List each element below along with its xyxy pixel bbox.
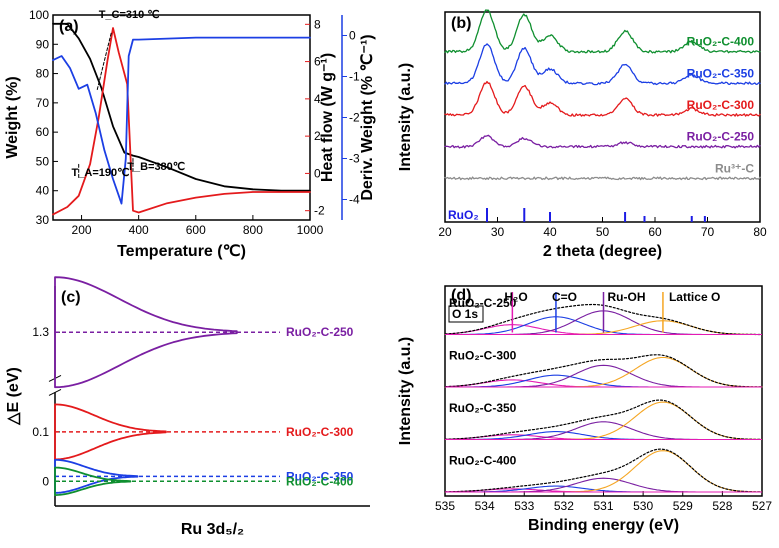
svg-text:Intensity (a.u.): Intensity (a.u.) bbox=[397, 63, 414, 171]
svg-text:Deriv. Weight (% ℃⁻¹): Deriv. Weight (% ℃⁻¹) bbox=[359, 34, 376, 200]
svg-text:80: 80 bbox=[753, 225, 767, 239]
svg-text:T_C=310 ℃: T_C=310 ℃ bbox=[99, 9, 160, 21]
svg-text:0: 0 bbox=[349, 29, 356, 43]
svg-text:70: 70 bbox=[36, 96, 50, 110]
panel-b-xrd: 20 30 40 50 60 70 80 RuO₂ RuO₂-C-400 RuO₂-C-350 Ru… bbox=[390, 0, 779, 274]
svg-text:534: 534 bbox=[474, 499, 494, 513]
svg-text:800: 800 bbox=[243, 223, 263, 237]
svg-text:Intensity (a.u.): Intensity (a.u.) bbox=[397, 337, 414, 445]
svg-text:(b): (b) bbox=[451, 15, 471, 32]
svg-text:RuO₂-C-300: RuO₂-C-300 bbox=[286, 425, 354, 439]
svg-text:Binding energy (eV): Binding energy (eV) bbox=[527, 517, 678, 534]
svg-text:RuO₂-C-350: RuO₂-C-350 bbox=[449, 401, 517, 415]
svg-text:Ru-OH: Ru-OH bbox=[607, 290, 645, 304]
svg-text:RuO₂-C-250: RuO₂-C-250 bbox=[686, 130, 754, 144]
svg-text:RuO₂-C-350: RuO₂-C-350 bbox=[686, 66, 754, 80]
svg-text:RuO₂-C-400: RuO₂-C-400 bbox=[286, 474, 354, 488]
svg-text:100: 100 bbox=[29, 8, 49, 22]
svg-text:50: 50 bbox=[595, 225, 609, 239]
svg-text:90: 90 bbox=[36, 37, 50, 51]
svg-text:0.1: 0.1 bbox=[32, 425, 49, 439]
svg-text:1.3: 1.3 bbox=[32, 325, 49, 339]
svg-text:535: 535 bbox=[434, 499, 454, 513]
svg-text:△E (eV): △E (eV) bbox=[5, 367, 22, 426]
svg-text:RuO₂-C-300: RuO₂-C-300 bbox=[686, 98, 754, 112]
svg-text:70: 70 bbox=[700, 225, 714, 239]
panel-a-tga: 200400600800100030405060708090100-202468… bbox=[0, 0, 390, 274]
svg-text:RuO₂-C-300: RuO₂-C-300 bbox=[449, 349, 517, 363]
svg-text:50: 50 bbox=[36, 154, 50, 168]
svg-text:(d): (d) bbox=[451, 287, 471, 304]
svg-text:(a): (a) bbox=[59, 18, 79, 35]
svg-text:RuO₂-C-400: RuO₂-C-400 bbox=[686, 35, 754, 49]
svg-text:80: 80 bbox=[36, 67, 50, 81]
svg-text:Lattice O: Lattice O bbox=[668, 290, 719, 304]
svg-text:Ru³⁺-C: Ru³⁺-C bbox=[715, 161, 754, 175]
svg-text:Temperature (℃): Temperature (℃) bbox=[117, 243, 246, 260]
svg-text:8: 8 bbox=[314, 17, 321, 31]
svg-text:(c): (c) bbox=[61, 289, 81, 306]
svg-text:40: 40 bbox=[543, 225, 557, 239]
svg-text:0: 0 bbox=[42, 474, 49, 488]
svg-text:-2: -2 bbox=[314, 204, 325, 218]
svg-text:T_B=380℃: T_B=380℃ bbox=[127, 161, 185, 173]
svg-text:RuO₂-C-250: RuO₂-C-250 bbox=[286, 325, 354, 339]
svg-text:531: 531 bbox=[593, 499, 613, 513]
svg-text:1000: 1000 bbox=[297, 223, 324, 237]
svg-text:C=O: C=O bbox=[551, 290, 576, 304]
svg-text:40: 40 bbox=[36, 184, 50, 198]
svg-text:O 1s: O 1s bbox=[452, 307, 478, 321]
svg-text:60: 60 bbox=[36, 125, 50, 139]
svg-text:Weight (%): Weight (%) bbox=[4, 76, 21, 158]
svg-text:532: 532 bbox=[553, 499, 573, 513]
svg-text:528: 528 bbox=[712, 499, 732, 513]
svg-text:H₂O: H₂O bbox=[504, 290, 527, 304]
svg-text:T_A=190℃: T_A=190℃ bbox=[72, 167, 130, 179]
svg-text:200: 200 bbox=[72, 223, 92, 237]
panel-c-delta-e: 1.30.10RuO₂-C-250RuO₂-C-300RuO₂-C-350RuO… bbox=[0, 274, 390, 548]
svg-text:529: 529 bbox=[672, 499, 692, 513]
svg-text:RuO₂: RuO₂ bbox=[448, 208, 479, 222]
svg-text:2 theta (degree): 2 theta (degree) bbox=[542, 243, 661, 260]
svg-text:400: 400 bbox=[129, 223, 149, 237]
svg-text:530: 530 bbox=[633, 499, 653, 513]
svg-text:30: 30 bbox=[36, 213, 50, 227]
svg-text:Ru 3d₅/₂: Ru 3d₅/₂ bbox=[181, 521, 244, 538]
svg-text:20: 20 bbox=[438, 225, 452, 239]
panel-d-xps: 535534533532531530529528527RuO₂-C-250RuO… bbox=[390, 274, 779, 548]
svg-text:527: 527 bbox=[751, 499, 771, 513]
svg-text:30: 30 bbox=[490, 225, 504, 239]
svg-text:600: 600 bbox=[186, 223, 206, 237]
svg-text:60: 60 bbox=[648, 225, 662, 239]
svg-text:Heat flow (W g⁻¹): Heat flow (W g⁻¹) bbox=[319, 53, 336, 182]
svg-text:533: 533 bbox=[514, 499, 534, 513]
svg-text:RuO₂-C-400: RuO₂-C-400 bbox=[449, 454, 517, 468]
